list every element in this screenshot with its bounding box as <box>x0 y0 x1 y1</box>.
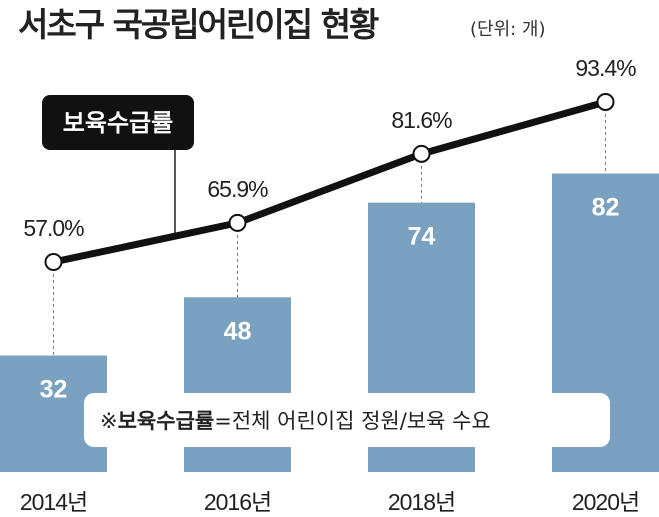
unit-label: (단위: 개) <box>470 19 546 40</box>
note-rest: =전체 어린이집 정원/보육 수요 <box>214 409 491 433</box>
x-tick-label: 2014년 <box>20 489 87 515</box>
x-tick-label: 2020년 <box>572 489 639 515</box>
bar-value-label: 48 <box>224 317 252 345</box>
x-tick-label: 2016년 <box>204 489 271 515</box>
legend: 보육수급률 <box>42 95 194 150</box>
rate-point <box>596 92 615 111</box>
rate-label: 93.4% <box>575 55 636 81</box>
rate-point <box>412 144 431 163</box>
rate-label: 57.0% <box>23 215 84 241</box>
x-tick-label: 2018년 <box>388 489 455 515</box>
note-box: ※보육수급률=전체 어린이집 정원/보육 수요 <box>84 393 610 447</box>
rate-line <box>52 98 607 266</box>
rate-point <box>228 213 247 232</box>
bar-value-label: 32 <box>40 376 68 404</box>
note-symbol: ※ <box>100 409 118 433</box>
chart-title: 서초구 국공립어린이집 현황 <box>18 5 379 44</box>
bar-value-label: 82 <box>592 194 620 222</box>
rate-label: 65.9% <box>207 176 268 202</box>
rate-point <box>44 253 63 271</box>
legend-box <box>42 95 194 150</box>
note-bold: 보육수급률 <box>118 409 215 433</box>
legend-label: 보육수급률 <box>63 109 173 137</box>
bar-value-label: 74 <box>408 223 436 251</box>
note-text: ※보육수급률=전체 어린이집 정원/보육 수요 <box>100 409 491 433</box>
rate-label: 81.6% <box>391 107 452 133</box>
